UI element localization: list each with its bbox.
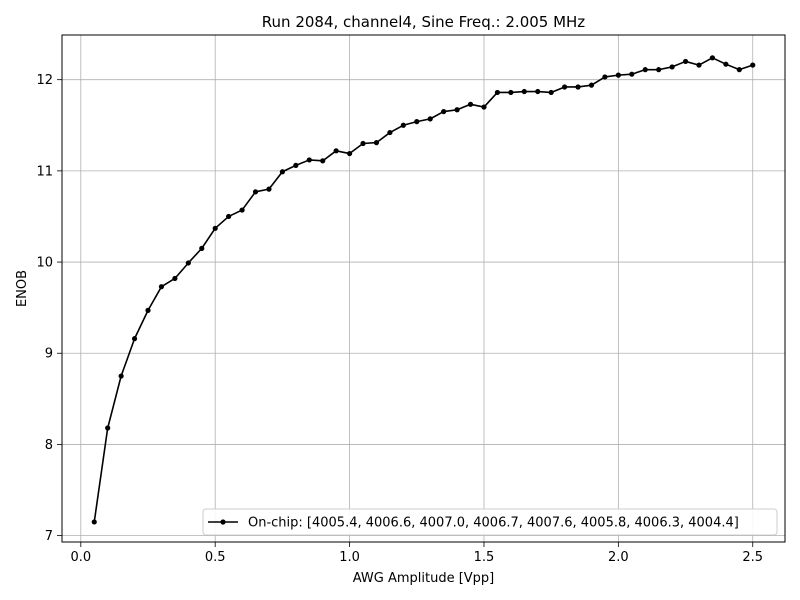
data-point <box>682 58 689 65</box>
data-point <box>441 108 447 115</box>
y-tick-label: 7 <box>45 529 53 544</box>
data-point <box>320 158 326 164</box>
grid-layer <box>62 35 785 542</box>
data-point <box>212 225 218 231</box>
data-point <box>346 150 353 157</box>
x-tick-label: 1.5 <box>474 550 495 565</box>
data-point <box>736 67 742 73</box>
data-point <box>656 67 662 73</box>
y-tick-label: 12 <box>36 73 53 88</box>
x-axis-label: AWG Amplitude [Vpp] <box>353 571 495 586</box>
data-point <box>266 186 272 192</box>
y-tick-label: 10 <box>36 256 53 271</box>
y-tick-label: 9 <box>45 347 53 362</box>
legend-label: On-chip: [4005.4, 4006.6, 4007.0, 4006.7… <box>248 516 739 531</box>
data-point <box>669 64 675 70</box>
data-point <box>145 307 151 313</box>
data-point <box>562 84 568 90</box>
data-point <box>548 89 554 96</box>
series-layer <box>91 55 756 525</box>
data-point <box>158 284 165 290</box>
data-point <box>306 157 312 163</box>
data-point <box>131 336 138 342</box>
data-point <box>279 169 285 175</box>
data-point <box>239 207 245 213</box>
data-point <box>118 373 124 379</box>
data-point <box>696 62 702 68</box>
data-point <box>414 119 420 125</box>
data-point <box>252 189 259 195</box>
legend-marker-swatch <box>220 519 226 525</box>
data-point <box>629 71 635 77</box>
y-tick-label: 11 <box>36 164 53 179</box>
data-point <box>105 425 111 431</box>
data-point <box>535 88 541 95</box>
data-point <box>602 74 608 80</box>
data-point <box>91 519 97 525</box>
data-point <box>293 162 299 168</box>
data-point <box>387 129 393 136</box>
y-tick-label: 8 <box>45 438 53 453</box>
data-point <box>172 275 178 282</box>
data-point <box>400 122 406 128</box>
chart-title: Run 2084, channel4, Sine Freq.: 2.005 MH… <box>262 13 586 31</box>
data-point <box>360 140 366 147</box>
x-tick-label: 0.5 <box>205 550 226 565</box>
legend-box <box>202 508 778 536</box>
data-point <box>723 61 729 67</box>
data-point <box>508 89 514 96</box>
x-tick-label: 2.5 <box>742 550 763 565</box>
data-point <box>494 89 501 96</box>
x-tick-label: 0.0 <box>70 550 91 565</box>
data-point <box>467 101 474 107</box>
data-point <box>750 62 756 68</box>
x-tick-label: 2.0 <box>608 550 629 565</box>
data-point <box>588 82 595 88</box>
y-axis-label: ENOB <box>15 270 30 307</box>
data-point <box>185 260 191 266</box>
data-point <box>454 107 460 113</box>
data-point <box>427 116 433 122</box>
data-point <box>709 55 716 61</box>
data-point <box>642 67 648 73</box>
data-point <box>226 213 232 220</box>
x-tick-label: 1.0 <box>339 550 360 565</box>
data-point <box>373 140 380 146</box>
data-point <box>575 84 581 90</box>
plot-frame <box>61 34 786 543</box>
data-point <box>521 88 527 95</box>
tick-layer: 0.0 0.5 1.0 1.5 2.0 2.5 7 8 9 10 11 12 <box>36 73 763 565</box>
data-point <box>199 245 205 251</box>
data-point <box>615 72 621 78</box>
data-point <box>481 104 487 110</box>
legend: On-chip: [4005.4, 4006.6, 4007.0, 4006.7… <box>202 508 778 536</box>
data-point <box>333 148 339 154</box>
